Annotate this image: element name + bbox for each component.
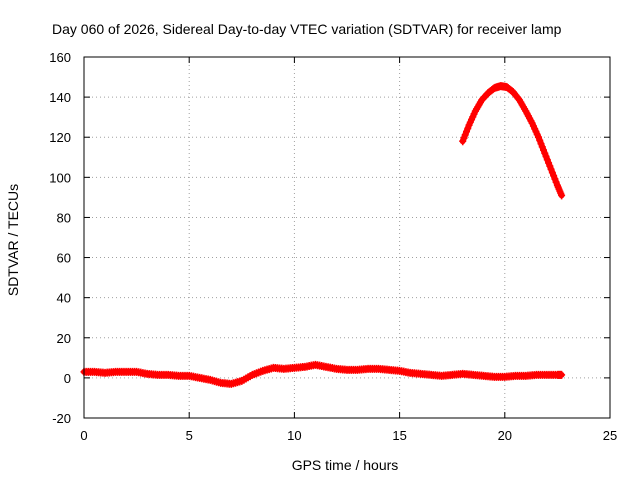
y-tick-label: 80	[57, 210, 71, 225]
x-tick-label: 10	[287, 428, 301, 443]
y-tick-label: 20	[57, 331, 71, 346]
data-series	[80, 82, 566, 388]
x-tick-label: 15	[392, 428, 406, 443]
data-point	[558, 191, 566, 200]
series-upper-arc	[459, 82, 566, 200]
series-lower-band	[80, 360, 566, 388]
y-tick-label: 100	[49, 170, 71, 185]
x-axis-label: GPS time / hours	[292, 457, 399, 473]
x-tick-label: 5	[186, 428, 193, 443]
data-point	[558, 370, 566, 379]
y-tick-label: 60	[57, 251, 71, 266]
y-tick-label: 120	[49, 130, 71, 145]
y-tick-label: -20	[52, 411, 71, 426]
y-tick-label: 0	[64, 371, 71, 386]
x-tick-label: 20	[498, 428, 512, 443]
x-tick-label: 25	[603, 428, 617, 443]
grid-lines	[84, 57, 610, 418]
y-tick-label: 140	[49, 90, 71, 105]
x-tick-label: 0	[80, 428, 87, 443]
y-axis-label: SDTVAR / TECUs	[5, 184, 21, 296]
y-tick-label: 40	[57, 291, 71, 306]
chart-title: Day 060 of 2026, Sidereal Day-to-day VTE…	[52, 21, 562, 37]
y-axis-ticks: -20 0 20 40 60 80 100 120 140 160	[49, 50, 610, 426]
x-axis-ticks: 0 5 10 15 20 25	[80, 57, 617, 443]
plot-frame	[83, 56, 611, 419]
y-tick-label: 160	[49, 50, 71, 65]
